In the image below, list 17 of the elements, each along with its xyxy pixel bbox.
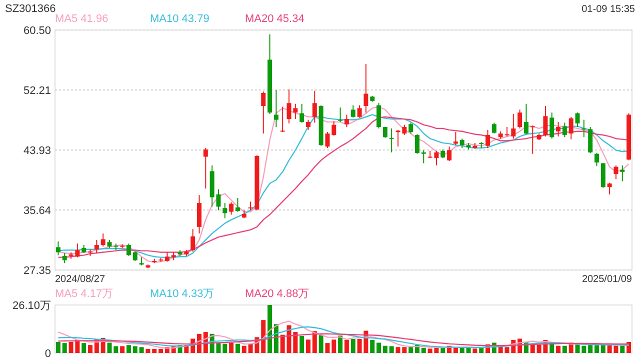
text: MA10 4.33万 xyxy=(150,288,214,300)
text: MA10 43.79 xyxy=(150,13,210,25)
text: 2025/01/09 xyxy=(582,274,632,285)
text: 2024/08/27 xyxy=(55,274,106,285)
text: MA20 4.88万 xyxy=(245,288,310,300)
chart-title: SZ301366 xyxy=(5,3,56,15)
text: MA5 41.96 xyxy=(55,13,108,25)
y-tick-label: 43.93 xyxy=(23,144,51,157)
y-tick-label: 60.50 xyxy=(23,25,51,37)
y-tick-label: 26.10万 xyxy=(12,300,51,312)
y-tick-label: 35.64 xyxy=(23,204,51,217)
y-tick-label: 0 xyxy=(44,348,51,360)
text: MA5 4.17万 xyxy=(55,288,114,300)
y-tick-label: 52.21 xyxy=(23,85,51,98)
y-tick-label: 27.35 xyxy=(23,265,51,277)
text: 01-09 15:35 xyxy=(582,4,636,15)
text: MA20 45.34 xyxy=(245,13,304,25)
